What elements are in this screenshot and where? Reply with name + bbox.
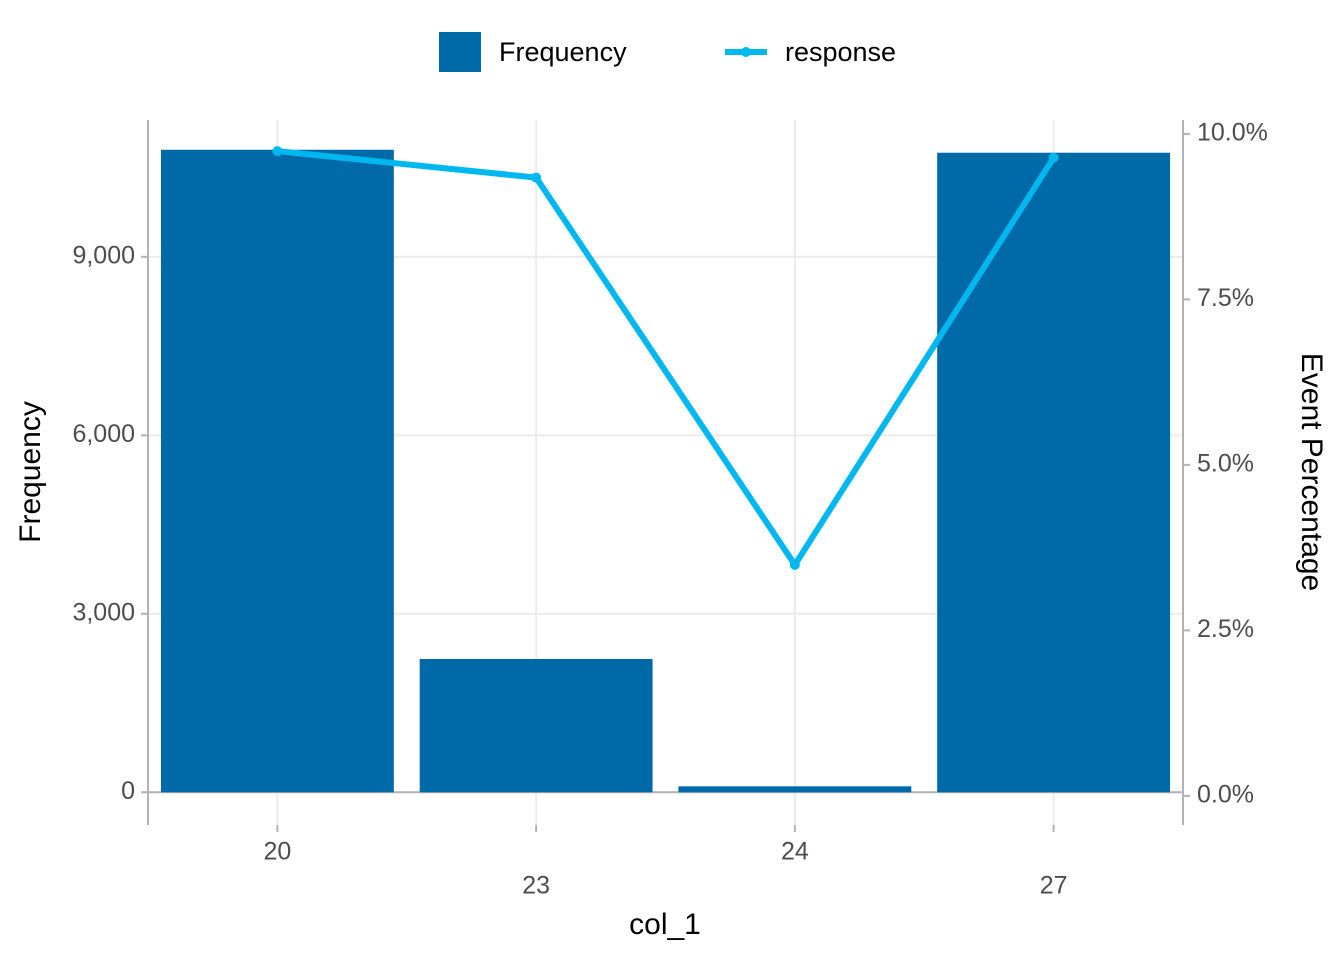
line: [277, 148, 1057, 571]
y-tick-label: 6,000: [72, 420, 135, 448]
point: [1048, 152, 1059, 163]
y-tick-label: 0: [121, 777, 135, 805]
x-tick-label: 27: [1040, 872, 1068, 900]
plot: 0 3,000 6,000 9,000 0.0% 2.5% 5.0% 7.5% 10.0% 20 2…: [72, 32, 1268, 900]
bar: [419, 659, 653, 793]
y2-axis-title: Event Percentage: [1295, 353, 1328, 592]
x-axis-title: col_1: [629, 908, 701, 941]
legend-label: response: [785, 37, 896, 67]
legend-swatch: [439, 32, 481, 72]
bar: [160, 149, 394, 793]
x-tick-label: 23: [522, 872, 550, 900]
legend-label: Frequency: [499, 37, 627, 67]
y2-tick-label: 10.0%: [1197, 119, 1268, 147]
point: [531, 172, 542, 183]
point: [272, 146, 283, 157]
bar: [678, 786, 912, 793]
y2-tick-label: 0.0%: [1197, 780, 1254, 808]
y2-tick-label: 5.0%: [1197, 449, 1254, 477]
legend-swatch: [741, 47, 751, 57]
x-tick-label: 24: [781, 838, 809, 866]
y2-tick-label: 7.5%: [1197, 284, 1254, 312]
y-tick-label: 3,000: [72, 598, 135, 626]
y-axis-title: Frequency: [14, 401, 47, 543]
bar: [937, 152, 1171, 793]
y-tick-label: 9,000: [72, 241, 135, 269]
point: [789, 559, 800, 570]
y2-tick-label: 2.5%: [1197, 615, 1254, 643]
x-tick-label: 20: [263, 838, 291, 866]
